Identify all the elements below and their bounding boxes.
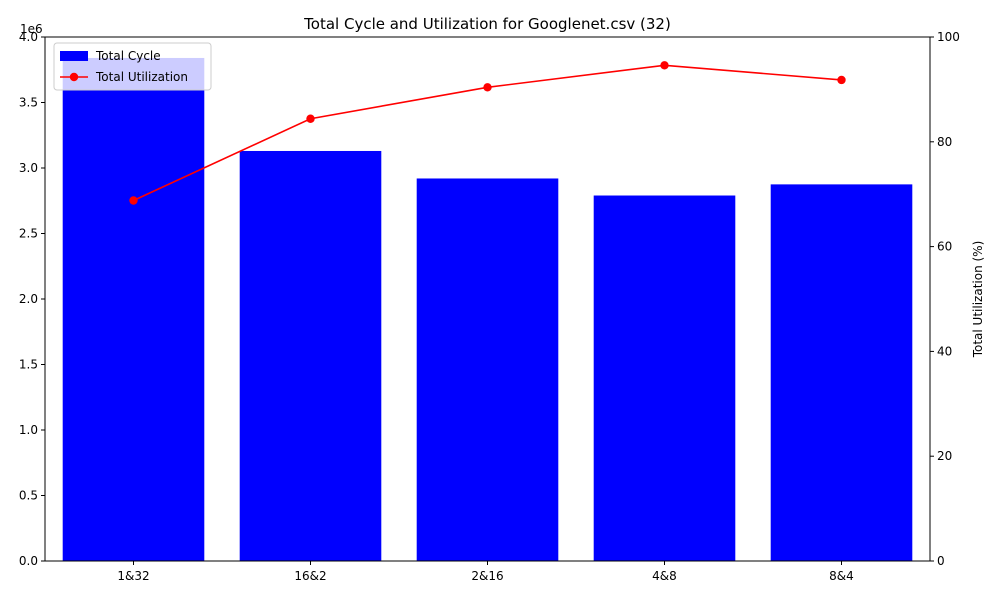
- y-left-tick-label: 1.5: [19, 358, 38, 372]
- x-tick-label: 8&4: [829, 569, 854, 583]
- point-total-utilization-1: [306, 114, 315, 123]
- x-tick-label: 4&8: [652, 569, 677, 583]
- y-right-tick-label: 40: [937, 344, 952, 358]
- x-tick-label: 2&16: [471, 569, 503, 583]
- bar-total-cycle-1: [239, 150, 382, 561]
- legend-box: [53, 42, 212, 91]
- y-left-offset-text: 1e6: [20, 22, 43, 36]
- x-tick-label: 1&32: [117, 569, 149, 583]
- y-right-tick-label: 100: [937, 30, 960, 44]
- point-total-utilization-3: [660, 61, 669, 70]
- y-right-tick-label: 80: [937, 135, 952, 149]
- bar-total-cycle-4: [770, 184, 913, 561]
- y-left-tick-label: 1.0: [19, 423, 38, 437]
- bars-layer: [62, 57, 913, 562]
- y-left-tick-label: 0.0: [19, 554, 38, 568]
- y-left-tick-label: 0.5: [19, 489, 38, 503]
- legend-swatch-total-cycle: [60, 51, 88, 61]
- point-total-utilization-2: [483, 83, 492, 92]
- bar-total-cycle-2: [416, 178, 559, 562]
- y-right-tick-label: 20: [937, 449, 952, 463]
- line-layer: [129, 61, 846, 205]
- y-right-axis-title: Total Utilization (%): [971, 241, 985, 359]
- axes-layer: 0.0 0.5 1.0 1.5 2.0 2.5 3.0 3.5 4.0 0 20 40 60 80 100 1…: [19, 30, 960, 583]
- y-left-tick-label: 3.5: [19, 96, 38, 110]
- y-right-tick-label: 0: [937, 554, 945, 568]
- legend-swatch-total-utilization-marker: [69, 72, 79, 82]
- legend-label-total-utilization: Total Utilization: [95, 70, 188, 84]
- x-tick-label: 16&2: [294, 569, 326, 583]
- y-left-tick-label: 3.0: [19, 161, 38, 175]
- y-left-tick-label: 2.0: [19, 292, 38, 306]
- legend: Total Cycle Total Utilization: [53, 42, 212, 91]
- chart-title: Total Cycle and Utilization for Googlene…: [303, 15, 671, 33]
- y-left-tick-label: 2.5: [19, 227, 38, 241]
- legend-label-total-cycle: Total Cycle: [95, 49, 161, 63]
- bar-total-cycle-0: [62, 57, 205, 562]
- y-right-tick-label: 60: [937, 240, 952, 254]
- point-total-utilization-0: [129, 196, 138, 205]
- y-left-tick-label: 4.0: [19, 30, 38, 44]
- bar-total-cycle-3: [593, 195, 736, 561]
- point-total-utilization-4: [837, 75, 846, 85]
